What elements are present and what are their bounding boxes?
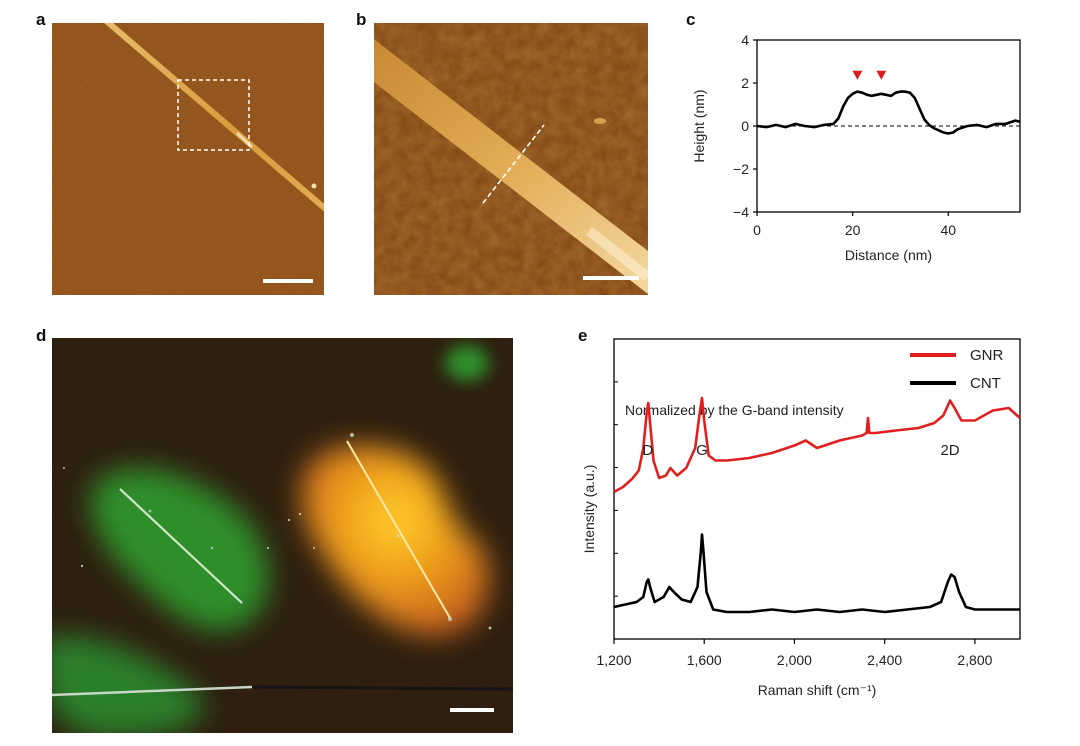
raman-spectra-svg: 1,200 1,600 2,000 2,400 2,800 Raman shift (cm… (581, 338, 1021, 698)
panel-label-a: a (36, 10, 46, 29)
legend-label-cnt: CNT (970, 375, 1001, 392)
y-tick-label: 4 (741, 32, 749, 48)
panel-label-c: c (686, 10, 696, 29)
fluorescence-image-svg (52, 338, 513, 733)
x-tick-label: 1,600 (687, 652, 722, 668)
x-tick-label: 0 (753, 222, 761, 238)
scale-bar-b (583, 276, 639, 280)
green-region-bottom (52, 636, 204, 733)
x-tick-label: 40 (940, 222, 956, 238)
afm-image-a (52, 23, 324, 295)
scale-bar-a (263, 279, 313, 283)
ribbon-orange (346, 440, 451, 619)
peak-label: 2D (940, 442, 959, 459)
ribbon-green (119, 488, 243, 604)
y-tick-label: 2 (741, 75, 749, 91)
panel-label-b: b (356, 10, 367, 29)
x-tick-label: 2,000 (777, 652, 812, 668)
x-tick-label: 2,400 (867, 652, 902, 668)
red-triangle-marker (876, 70, 887, 80)
peak-label: G (696, 442, 708, 459)
green-region-top (445, 345, 489, 381)
height-profile-chart: −4 −2 0 2 4 0 20 40 Distance (nm) Height (nm) (680, 26, 1040, 286)
graphene-ribbon (104, 23, 324, 212)
normalization-note: Normalized by the G-band intensity (625, 402, 844, 418)
fluorescence-image-d (52, 338, 513, 733)
y-tick-label: −4 (733, 204, 749, 220)
scale-bar-d (450, 708, 494, 712)
green-region-left (90, 468, 269, 631)
legend-label-gnr: GNR (970, 347, 1004, 364)
x-axis-label: Distance (nm) (845, 247, 932, 263)
afm-image-a-svg (52, 23, 324, 295)
spectrum-line-gnr (613, 396, 1021, 494)
y-tick-label: 0 (741, 118, 749, 134)
ribbon-bottom (52, 685, 253, 697)
profile-line (482, 124, 545, 204)
plot-frame (613, 338, 1021, 640)
y-tick-label: −2 (733, 161, 749, 177)
x-axis-label: Raman shift (cm⁻¹) (758, 682, 877, 698)
x-tick-label: 20 (845, 222, 861, 238)
x-tick-label: 2,800 (957, 652, 992, 668)
raman-spectra-chart: 1,200 1,600 2,000 2,400 2,800 Raman shift (cm… (570, 335, 1040, 715)
afm-image-b-svg (374, 23, 648, 295)
spectrum-line-cnt (613, 533, 1020, 614)
peak-label: D (642, 442, 653, 459)
y-axis-label: Height (nm) (691, 89, 707, 162)
panel-label-e: e (578, 326, 588, 345)
zoom-region-box (177, 79, 250, 151)
orange-region (301, 444, 490, 636)
panel-label-d: d (36, 326, 47, 345)
afm-image-b (374, 23, 648, 295)
height-profile-line (756, 90, 1021, 135)
y-axis-label: Intensity (a.u.) (581, 465, 597, 554)
red-triangle-marker (852, 70, 863, 80)
x-tick-label: 1,200 (596, 652, 631, 668)
